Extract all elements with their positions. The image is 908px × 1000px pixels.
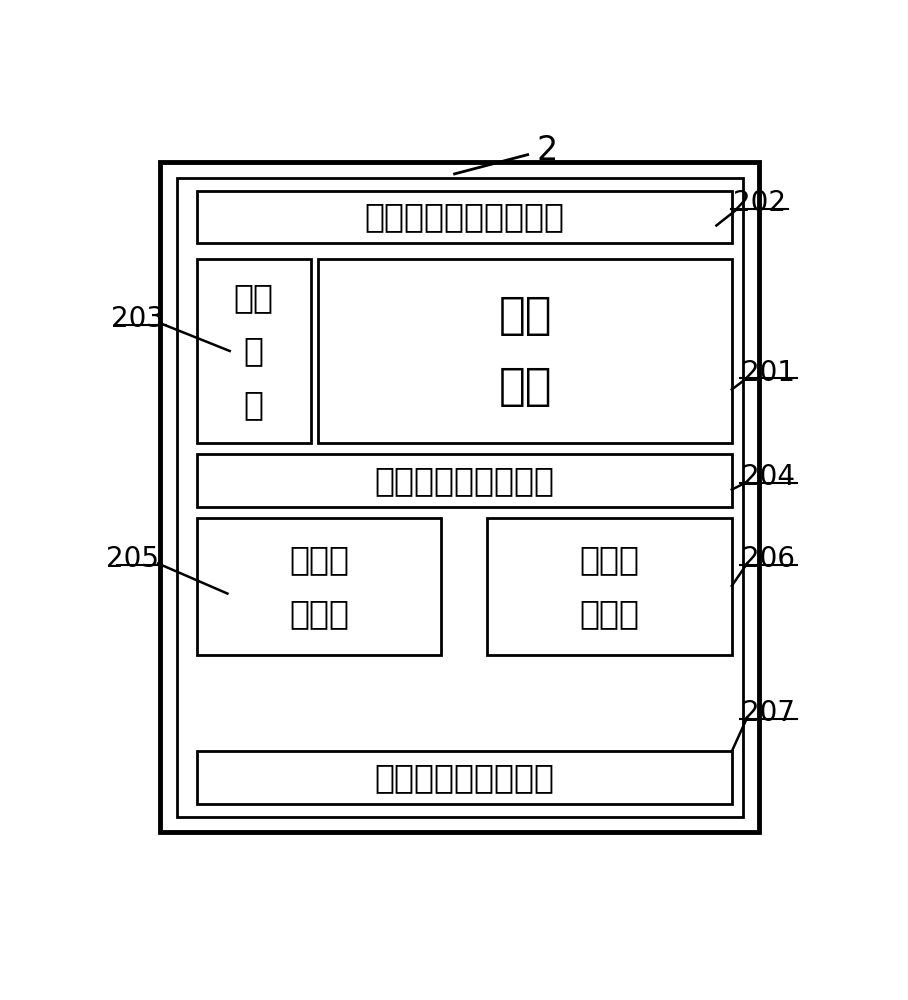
Text: 204: 204	[742, 463, 795, 491]
Bar	[197, 454, 732, 507]
Bar	[197, 518, 441, 655]
Bar	[487, 518, 732, 655]
Bar	[177, 178, 744, 817]
Text: 206: 206	[742, 545, 795, 573]
Text: 202: 202	[733, 189, 786, 217]
Text: 时序
单
元: 时序 单 元	[233, 281, 273, 421]
Bar	[197, 751, 732, 804]
Text: 数据检
验单元: 数据检 验单元	[579, 543, 639, 630]
Text: 用户指令地址存储单元: 用户指令地址存储单元	[364, 201, 564, 234]
Text: 故障定位和修复单元: 故障定位和修复单元	[374, 761, 554, 794]
Text: 207: 207	[742, 699, 795, 727]
Bar	[319, 259, 732, 443]
Text: 结果检
测单元: 结果检 测单元	[289, 543, 349, 630]
Text: 2: 2	[537, 134, 558, 167]
Text: 用户指令预判断单元: 用户指令预判断单元	[374, 464, 554, 497]
Text: 调度
单元: 调度 单元	[498, 294, 552, 408]
Text: 203: 203	[111, 305, 163, 333]
Text: 201: 201	[742, 359, 795, 387]
Bar	[161, 162, 759, 832]
Bar	[197, 259, 311, 443]
Bar	[197, 191, 732, 243]
Text: 205: 205	[106, 545, 159, 573]
